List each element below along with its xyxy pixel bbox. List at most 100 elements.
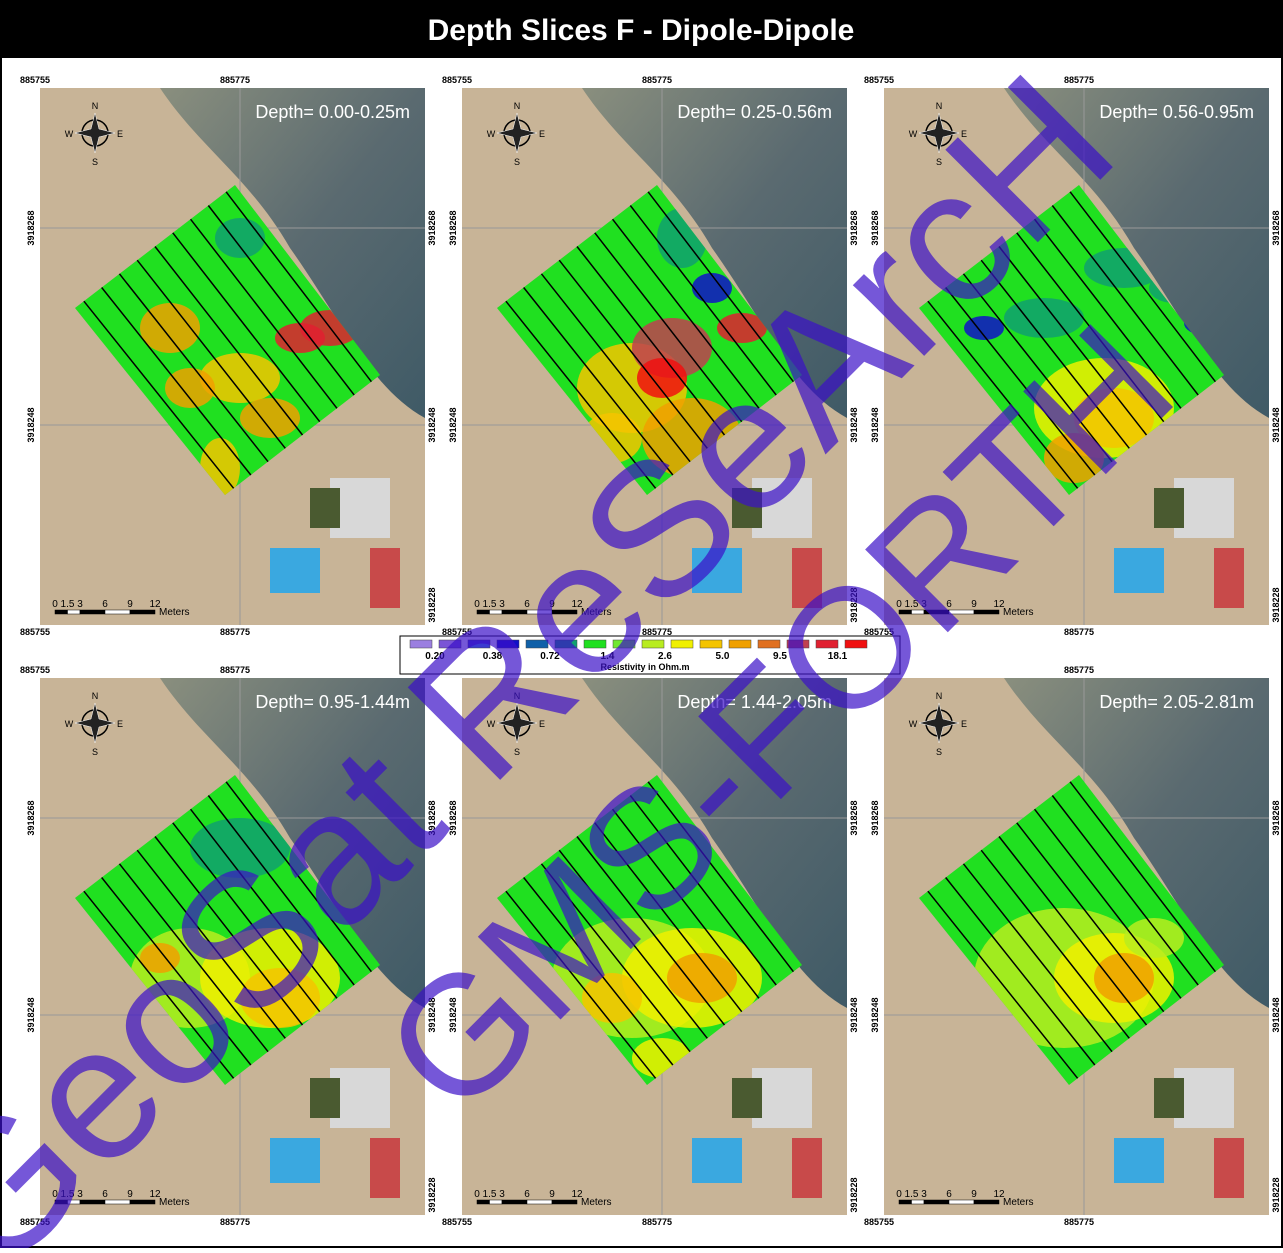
northing-label: 3918268 <box>870 800 880 835</box>
anomaly <box>1124 918 1184 958</box>
scale-bar-segment <box>552 1200 577 1204</box>
scale-tick-label: 9 <box>127 599 133 610</box>
northing-label: 3918228 <box>1271 1177 1281 1212</box>
scale-tick-label: 6 <box>102 599 108 610</box>
vegetation <box>732 1078 762 1118</box>
compass-w: W <box>65 129 74 139</box>
scale-bar-segment <box>899 1200 912 1204</box>
scale-bar-segment <box>974 1200 999 1204</box>
compass-s: S <box>936 747 942 757</box>
scale-tick-label: 9 <box>971 1189 977 1200</box>
scale-tick-label: 0 <box>52 599 58 610</box>
northing-label: 3918248 <box>1271 997 1281 1032</box>
vegetation <box>310 1078 340 1118</box>
easting-label: 885755 <box>864 75 894 85</box>
scale-tick-label: 9 <box>549 1189 555 1200</box>
northing-label: 3918248 <box>849 997 859 1032</box>
easting-label: 885775 <box>1064 75 1094 85</box>
northing-label: 3918268 <box>1271 800 1281 835</box>
northing-label: 3918248 <box>26 407 36 442</box>
northing-label: 3918228 <box>849 1177 859 1212</box>
easting-label: 885775 <box>220 627 250 637</box>
compass-s: S <box>92 157 98 167</box>
easting-label: 885775 <box>642 1217 672 1227</box>
easting-label: 885775 <box>220 1217 250 1227</box>
northing-label: 3918268 <box>427 210 437 245</box>
compass-s: S <box>92 747 98 757</box>
vegetation <box>1154 488 1184 528</box>
pool <box>1114 1138 1164 1183</box>
easting-label: 885755 <box>20 665 50 675</box>
easting-label: 885775 <box>1064 1217 1094 1227</box>
northing-label: 3918248 <box>1271 407 1281 442</box>
northing-label: 3918248 <box>427 407 437 442</box>
northing-label: 3918268 <box>849 800 859 835</box>
pool <box>270 548 320 593</box>
scale-unit: Meters <box>581 1197 612 1208</box>
boats <box>1214 548 1244 608</box>
easting-label: 885775 <box>220 665 250 675</box>
scale-bar-segment <box>924 1200 949 1204</box>
scale-bar-segment <box>55 610 68 614</box>
northing-label: 3918228 <box>1271 587 1281 622</box>
compass-n: N <box>92 691 99 701</box>
vegetation <box>1154 1078 1184 1118</box>
depth-label: Depth= 2.05-2.81m <box>1099 692 1254 712</box>
boats <box>792 1138 822 1198</box>
boats <box>370 1138 400 1198</box>
scale-tick-label: 3 <box>77 599 83 610</box>
compass-w: W <box>65 719 74 729</box>
scale-unit: Meters <box>1003 1197 1034 1208</box>
scale-tick-label: 3 <box>499 1189 505 1200</box>
depth-label: Depth= 0.00-0.25m <box>255 102 410 122</box>
pool <box>270 1138 320 1183</box>
easting-label: 885755 <box>20 627 50 637</box>
scale-tick-label: 6 <box>946 1189 952 1200</box>
scale-tick-label: 0 <box>474 1189 480 1200</box>
scale-bar-segment <box>527 1200 552 1204</box>
scale-tick-label: 1.5 <box>905 1189 919 1200</box>
depth-label: Depth= 0.25-0.56m <box>677 102 832 122</box>
scale-bar-segment <box>130 610 155 614</box>
anomaly <box>165 368 215 408</box>
compass-e: E <box>117 129 123 139</box>
scale-bar-segment <box>105 610 130 614</box>
easting-label: 885755 <box>442 1217 472 1227</box>
scale-tick-label: 1.5 <box>61 599 75 610</box>
anomaly <box>692 273 732 303</box>
title: Depth Slices F - Dipole-Dipole <box>428 14 855 47</box>
scale-tick-label: 3 <box>921 1189 927 1200</box>
easting-label: 885755 <box>20 75 50 85</box>
boats <box>1214 1138 1244 1198</box>
compass-e: E <box>961 719 967 729</box>
northing-label: 3918248 <box>448 407 458 442</box>
northing-label: 3918248 <box>870 997 880 1032</box>
anomaly <box>240 398 300 438</box>
scale-bar-segment <box>502 1200 527 1204</box>
easting-label: 885755 <box>864 1217 894 1227</box>
northing-label: 3918268 <box>448 210 458 245</box>
scale-unit: Meters <box>159 607 190 618</box>
map-panel: NSEWDepth= 0.00-0.25m01.536912Meters8857… <box>20 75 437 637</box>
scale-bar-segment <box>80 610 105 614</box>
scale-unit: Meters <box>159 1197 190 1208</box>
pool <box>1114 548 1164 593</box>
easting-label: 885775 <box>1064 627 1094 637</box>
depth-label: Depth= 0.56-0.95m <box>1099 102 1254 122</box>
vegetation <box>310 488 340 528</box>
northing-label: 3918268 <box>1271 210 1281 245</box>
northing-label: 3918268 <box>26 800 36 835</box>
scale-bar-segment <box>68 610 81 614</box>
easting-label: 885775 <box>220 75 250 85</box>
pool <box>692 1138 742 1183</box>
figure: Depth Slices F - Dipole-Dipole N S E W Depth… <box>0 0 1283 1248</box>
compass-n: N <box>92 101 99 111</box>
boats <box>370 548 400 608</box>
scale-tick-label: 0 <box>896 1189 902 1200</box>
northing-label: 3918228 <box>427 1177 437 1212</box>
easting-label: 885775 <box>642 75 672 85</box>
northing-label: 3918268 <box>26 210 36 245</box>
compass-s: S <box>514 157 520 167</box>
easting-label: 885775 <box>1064 665 1094 675</box>
